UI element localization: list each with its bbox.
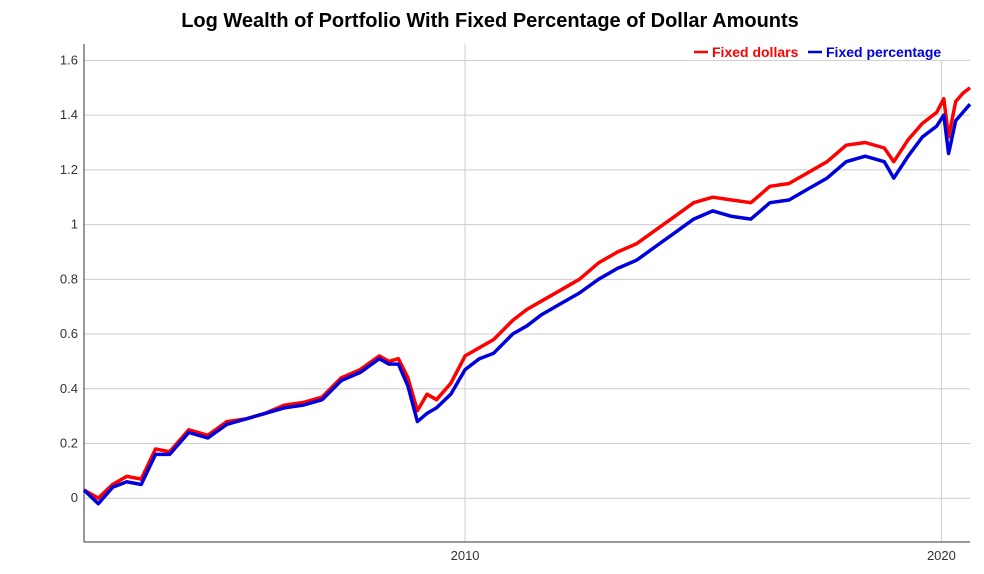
chart-title: Log Wealth of Portfolio With Fixed Perce…	[181, 10, 799, 32]
y-tick-label: 0.6	[60, 326, 78, 341]
x-tick-label: 2020	[927, 548, 956, 563]
y-tick-label: 1.6	[60, 52, 78, 67]
series-line-fixed-dollars	[83, 86, 972, 500]
y-tick-label: 0.2	[60, 435, 78, 450]
legend: Fixed dollars Fixed percentage	[690, 40, 966, 60]
series-layer	[82, 86, 972, 506]
y-tick-label: 0.8	[60, 271, 78, 286]
y-tick-label: 0	[71, 490, 78, 505]
y-tick-label: 1.4	[60, 107, 78, 122]
y-tick-label: 1.2	[60, 162, 78, 177]
legend-entry[interactable]: Fixed percentage	[826, 44, 941, 60]
y-tick-label: 0.4	[60, 381, 78, 396]
legend-entry[interactable]: Fixed dollars	[712, 44, 799, 60]
x-tick-label: 2010	[451, 548, 480, 563]
grid-layer	[84, 44, 970, 542]
legend-background	[690, 40, 966, 60]
series-line-fixed-percentage	[82, 103, 972, 506]
y-tick-label: 1	[71, 217, 78, 232]
axis-layer: 0 0.2 0.4 0.6 0.8 1 1.2 1.4 1.6 2010 2020	[60, 44, 970, 563]
